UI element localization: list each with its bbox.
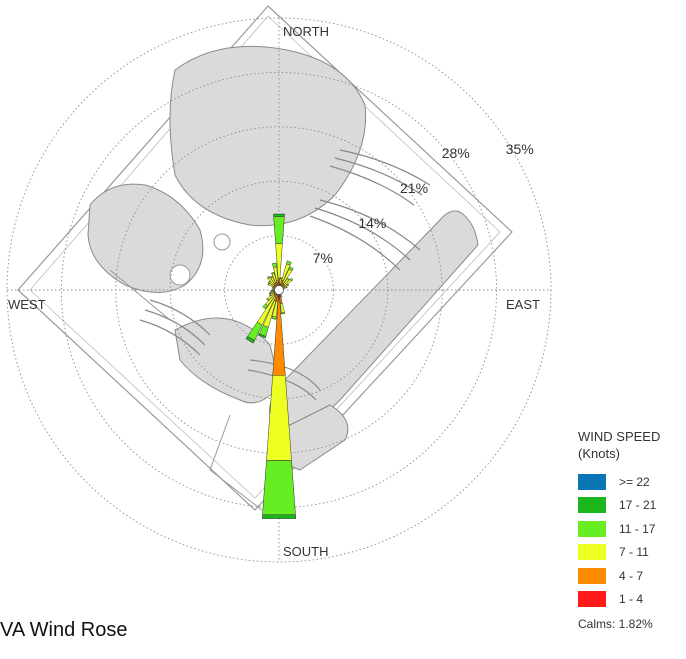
direction-label-west: WEST [8, 297, 46, 312]
petal-segment [266, 297, 270, 302]
petal-segment [271, 262, 277, 268]
petal-segment [279, 277, 283, 279]
petal-segment [261, 514, 297, 519]
petal-segment [262, 303, 268, 310]
legend-calms: Calms: 1.82% [578, 617, 653, 631]
petal-segment [281, 312, 286, 315]
legend-item-label: 17 - 21 [619, 498, 657, 513]
legend-swatch [578, 567, 606, 584]
direction-label-south: SOUTH [283, 544, 329, 559]
rose-ring-labels: 7% 14% 21% 28% 35% [313, 141, 534, 266]
petal-segment [267, 282, 270, 286]
ring-label: 14% [358, 215, 386, 231]
petal-segment [288, 266, 294, 272]
petal-segment [258, 333, 267, 339]
legend-item-label: >= 22 [619, 474, 650, 489]
petal-segment [289, 277, 294, 282]
petal-segment [286, 260, 292, 266]
legend-item-label: 11 - 17 [619, 521, 656, 536]
legend-units: (Knots) [578, 446, 620, 461]
petal-segment [245, 335, 255, 344]
calms-center [274, 285, 284, 295]
legend-item: 7 - 11 [578, 541, 682, 565]
legend-item-label: 1 - 4 [619, 592, 644, 607]
petal-segment [271, 316, 277, 320]
legend-items: >= 22 17 - 21 11 - 17 7 - 11 4 - 7 1 - 4 [578, 470, 682, 611]
petal-segment [262, 460, 296, 516]
legend-swatch [578, 544, 606, 561]
legend-item: >= 22 [578, 470, 682, 494]
legend: WIND SPEED (Knots) >= 22 17 - 21 11 - 17 7 … [578, 428, 682, 631]
legend-item: 4 - 7 [578, 564, 682, 588]
legend-item: 1 - 4 [578, 588, 682, 612]
petal-segment [286, 277, 290, 281]
petal-segment [269, 275, 273, 279]
legend-swatch [578, 520, 606, 537]
legend-item-label: 7 - 11 [619, 545, 649, 560]
petal-segment [268, 292, 271, 295]
petal-segment [266, 275, 271, 280]
petal-segment [268, 294, 271, 297]
legend-title: WIND SPEED [578, 429, 661, 444]
petal-segment [287, 283, 290, 286]
legend-swatch [578, 497, 606, 514]
petal-segment [270, 290, 272, 293]
petal-segment [273, 216, 285, 244]
legend-swatch [578, 591, 606, 608]
ring-label: 28% [442, 145, 470, 161]
petal-segment [285, 286, 288, 289]
rose-petals [245, 213, 297, 519]
legend-item: 17 - 21 [578, 494, 682, 518]
petal-segment [271, 271, 275, 275]
page-title: VA Wind Rose [0, 619, 128, 641]
petal-segment [273, 213, 285, 217]
legend-item: 11 - 17 [578, 517, 682, 541]
legend-item-label: 4 - 7 [619, 568, 644, 583]
ring-label: 7% [313, 250, 333, 266]
ring-label: 21% [400, 180, 428, 196]
direction-label-north: NORTH [283, 24, 329, 39]
petal-segment [267, 280, 271, 284]
direction-label-east: EAST [506, 297, 540, 312]
ring-label: 35% [506, 141, 534, 157]
airport-layout-map [17, 5, 513, 511]
grid-ring [60, 71, 498, 509]
legend-swatch [578, 473, 606, 490]
